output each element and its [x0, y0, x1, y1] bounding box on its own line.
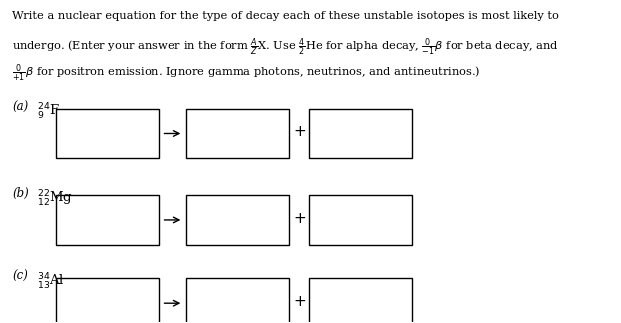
FancyBboxPatch shape — [309, 195, 412, 245]
Text: (b): (b) — [12, 187, 29, 200]
Text: +: + — [294, 294, 306, 309]
Text: +: + — [294, 124, 306, 140]
FancyBboxPatch shape — [309, 109, 412, 158]
Text: Write a nuclear equation for the type of decay each of these unstable isotopes i: Write a nuclear equation for the type of… — [12, 11, 559, 21]
Text: $^{34}_{13}$Al: $^{34}_{13}$Al — [37, 272, 65, 292]
Text: $\frac{0}{+1}\beta$ for positron emission. Ignore gamma photons, neutrinos, and : $\frac{0}{+1}\beta$ for positron emissio… — [12, 62, 481, 84]
Text: (a): (a) — [12, 101, 29, 114]
Text: undergo. (Enter your answer in the form $\frac{A}{Z}$X. Use $\frac{4}{2}$He for : undergo. (Enter your answer in the form … — [12, 36, 559, 58]
FancyBboxPatch shape — [186, 109, 289, 158]
FancyBboxPatch shape — [186, 278, 289, 323]
Text: (c): (c) — [12, 270, 28, 283]
Text: $^{22}_{12}$Mg: $^{22}_{12}$Mg — [37, 189, 73, 209]
FancyBboxPatch shape — [56, 109, 159, 158]
Text: $^{24}_{9}$F: $^{24}_{9}$F — [37, 102, 60, 122]
FancyBboxPatch shape — [56, 278, 159, 323]
FancyBboxPatch shape — [186, 195, 289, 245]
FancyBboxPatch shape — [56, 195, 159, 245]
Text: +: + — [294, 211, 306, 226]
FancyBboxPatch shape — [309, 278, 412, 323]
